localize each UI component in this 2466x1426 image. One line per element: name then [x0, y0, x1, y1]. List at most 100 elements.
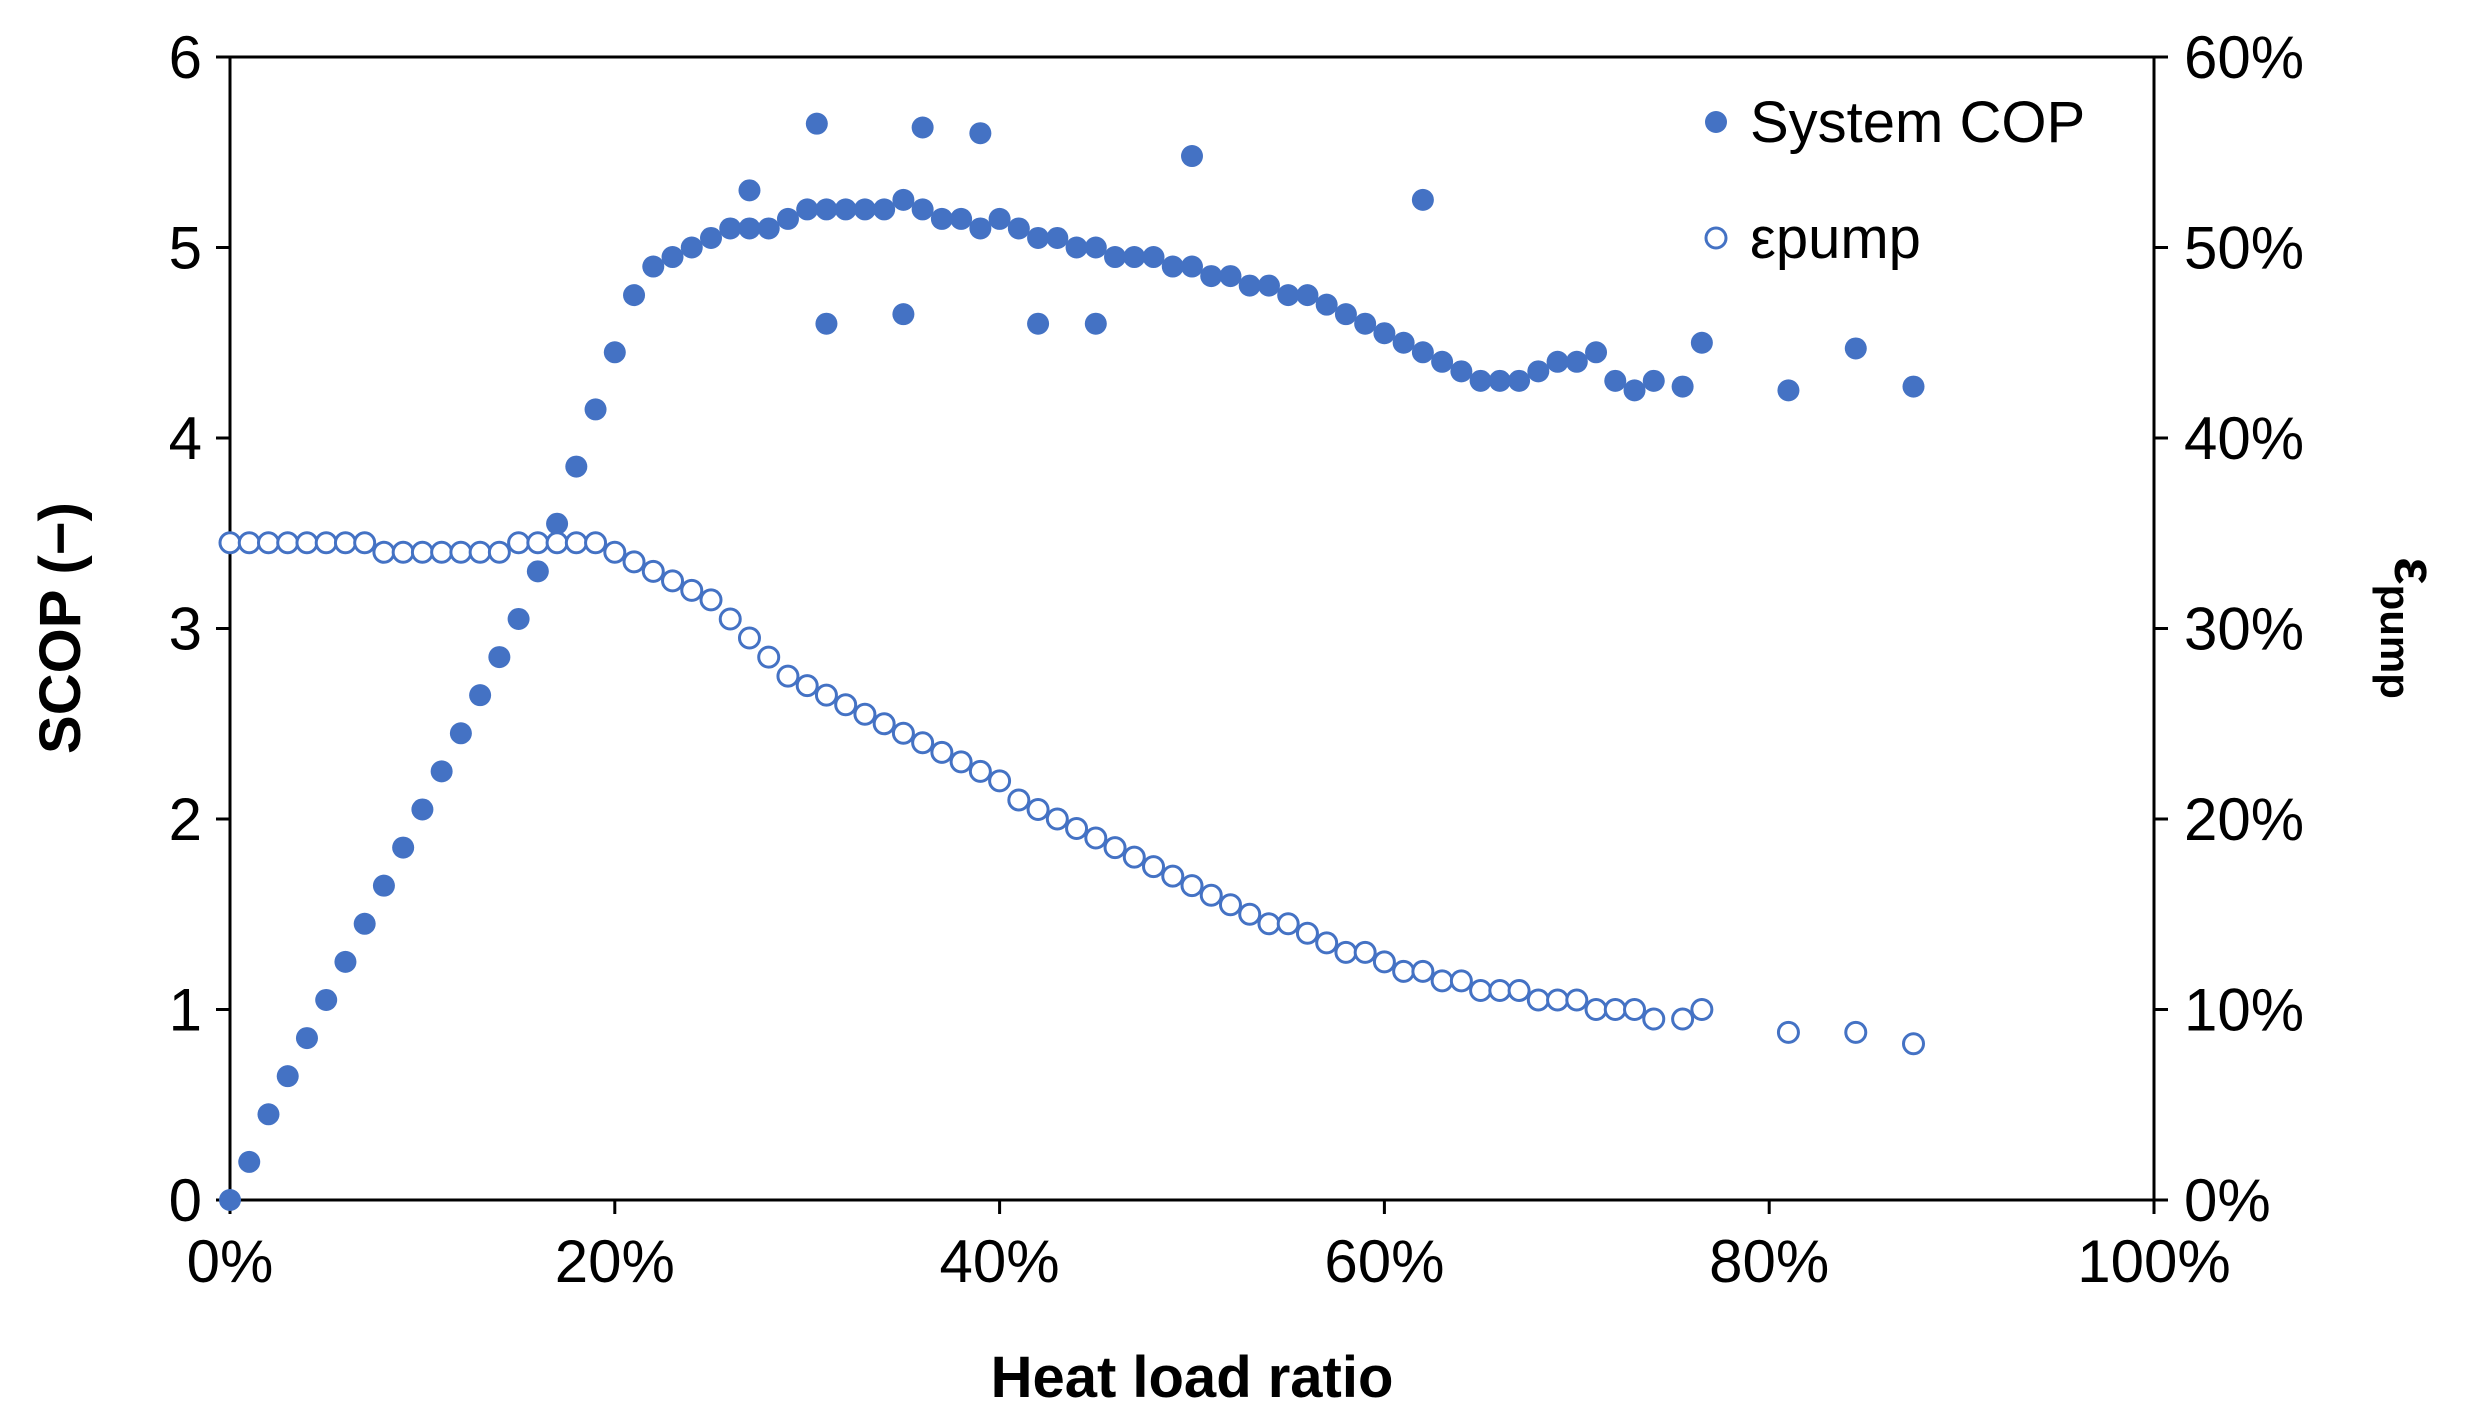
system-cop-point [257, 1103, 280, 1126]
system-cop-point [546, 512, 569, 535]
system-cop-point [738, 179, 761, 202]
system-cop-point [815, 312, 838, 335]
system-cop-point [411, 798, 434, 821]
epump-point [1392, 959, 1416, 983]
epump-point [1469, 978, 1493, 1002]
system-cop-point [449, 722, 472, 745]
y-tick-label: 5 [169, 215, 202, 282]
y-tick-label: 4 [169, 405, 202, 472]
epump-point [661, 569, 685, 593]
system-cop-point [1142, 246, 1165, 269]
system-cop-point [1392, 331, 1415, 354]
legend-label-system-cop: System COP [1750, 90, 2085, 155]
y2-axis-title-main: ε [2382, 557, 2447, 585]
epump-point [276, 531, 300, 555]
x-tick-label: 100% [2077, 1228, 2230, 1295]
epump-point [410, 540, 434, 564]
system-cop-point [1373, 322, 1396, 345]
epump-point [1180, 874, 1204, 898]
epump-point [718, 607, 742, 631]
epump-point [1142, 855, 1166, 879]
system-cop-point [1690, 331, 1713, 354]
system-cop-point [584, 398, 607, 421]
epump-point [737, 626, 761, 650]
system-cop-point [1411, 341, 1434, 364]
epump-point [1218, 893, 1242, 917]
system-cop-point [853, 198, 876, 221]
epump-point [584, 531, 608, 555]
epump-point [1084, 826, 1108, 850]
epump-point [930, 740, 954, 764]
system-cop-point [315, 988, 338, 1011]
system-cop-point [1546, 350, 1569, 373]
y2-tick-label: 10% [2184, 977, 2304, 1044]
epump-point [1103, 836, 1127, 860]
epump-point [256, 531, 280, 555]
system-cop-point [1431, 350, 1454, 373]
y-tick-label: 1 [169, 977, 202, 1044]
system-cop-point [1181, 145, 1203, 168]
epump-point [1776, 1020, 1800, 1044]
system-cop-point [219, 1189, 241, 1211]
system-cop-point [353, 912, 376, 935]
epump-point [1671, 1007, 1695, 1031]
epump-point [545, 531, 569, 555]
legend-marker-system-cop [1705, 111, 1727, 133]
epump-point [891, 721, 915, 745]
system-cop-point [1671, 375, 1694, 398]
system-cop-point [873, 198, 896, 221]
epump-point [353, 531, 377, 555]
epump-point [911, 731, 935, 755]
y2-tick-label: 30% [2184, 596, 2304, 663]
legend-label-epump: εpump [1750, 206, 1921, 271]
epump-point [1642, 1007, 1666, 1031]
epump-point [487, 540, 511, 564]
system-cop-point [776, 207, 799, 230]
epump-point [1238, 902, 1262, 926]
system-cop-point [969, 217, 992, 240]
epump-point [1353, 940, 1377, 964]
system-cop-point [295, 1027, 318, 1050]
system-cop-point [276, 1065, 299, 1088]
epump-point [1690, 998, 1714, 1021]
system-cop-point [1007, 217, 1030, 240]
system-cop-point [738, 217, 761, 240]
system-cop-point [1527, 360, 1550, 383]
epump-point [1007, 788, 1031, 812]
system-cop-point [661, 246, 684, 269]
system-cop-point [1902, 375, 1925, 398]
x-tick-label: 40% [940, 1228, 1060, 1295]
epump-point [1507, 978, 1531, 1002]
epump-point [1161, 864, 1185, 888]
epump-point [1334, 940, 1358, 964]
system-cop-point [1488, 369, 1511, 392]
system-cop-point [507, 607, 530, 630]
epump-point [1430, 969, 1454, 993]
system-cop-point [526, 560, 549, 583]
epump-point [834, 693, 858, 717]
y2-tick-label: 40% [2184, 405, 2304, 472]
system-cop-point [1200, 265, 1223, 288]
epump-point [872, 712, 896, 736]
epump-point [757, 645, 781, 669]
x-tick-label: 20% [555, 1228, 675, 1295]
system-cop-point [488, 646, 511, 669]
y-tick-label: 0 [169, 1167, 202, 1234]
epump-point [1565, 988, 1589, 1012]
axis-ticks: 0% 20% 40% 60% 80% 100%01234560%10%20%30%40%5… [169, 24, 2304, 1295]
system-cop-point [1084, 312, 1107, 335]
epump-point [776, 664, 800, 688]
epump-point [1449, 969, 1473, 993]
system-cop-point [1181, 255, 1203, 278]
epump-point [1584, 998, 1608, 1021]
epump-point [295, 531, 319, 555]
system-cop-point [1277, 284, 1300, 307]
legend: System COP εpump [1704, 90, 2085, 271]
epump-point [1844, 1020, 1868, 1044]
epump-point [391, 540, 415, 564]
epump-point [814, 683, 838, 707]
system-cop-point [892, 303, 915, 326]
y2-axis-title: εpump [2372, 557, 2447, 699]
epump-point [1623, 998, 1647, 1021]
system-cop-point [334, 950, 357, 973]
